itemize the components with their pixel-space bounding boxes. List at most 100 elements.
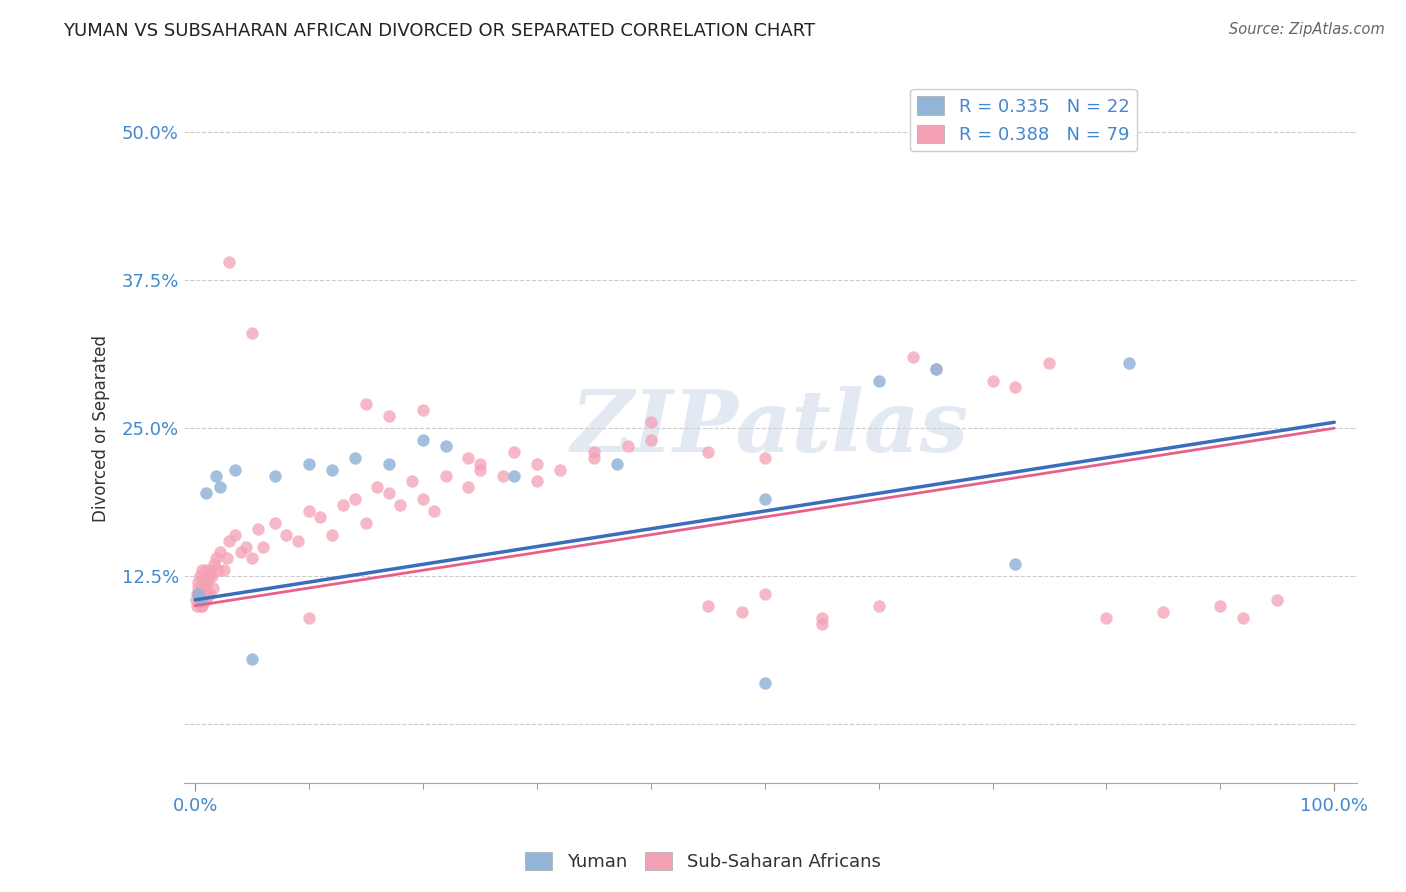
Point	[1209, 599, 1232, 613]
Point	[1265, 592, 1288, 607]
Point	[252, 540, 274, 554]
Point	[868, 599, 890, 613]
Point	[298, 457, 321, 471]
Point	[810, 610, 832, 624]
Point	[204, 551, 226, 566]
Point	[190, 581, 212, 595]
Legend: Yuman, Sub-Saharan Africans: Yuman, Sub-Saharan Africans	[519, 845, 887, 879]
Point	[197, 569, 219, 583]
Point	[389, 498, 412, 512]
Point	[617, 439, 640, 453]
Point	[263, 468, 285, 483]
Point	[321, 462, 343, 476]
Point	[343, 492, 366, 507]
Point	[366, 480, 388, 494]
Point	[287, 533, 309, 548]
Point	[526, 457, 548, 471]
Point	[201, 569, 224, 583]
Point	[195, 575, 218, 590]
Text: Source: ZipAtlas.com: Source: ZipAtlas.com	[1229, 22, 1385, 37]
Point	[246, 522, 269, 536]
Point	[640, 433, 662, 447]
Point	[696, 445, 718, 459]
Point	[202, 581, 225, 595]
Point	[731, 605, 754, 619]
Point	[224, 462, 246, 476]
Point	[754, 587, 776, 601]
Point	[215, 551, 238, 566]
Point	[209, 545, 232, 559]
Point	[354, 397, 377, 411]
Point	[412, 403, 434, 417]
Point	[188, 587, 211, 601]
Point	[224, 527, 246, 541]
Point	[195, 486, 218, 500]
Point	[193, 592, 215, 607]
Point	[492, 468, 515, 483]
Point	[191, 599, 214, 613]
Point	[187, 581, 209, 595]
Point	[218, 255, 240, 269]
Point	[503, 445, 526, 459]
Point	[195, 592, 218, 607]
Point	[401, 475, 423, 489]
Point	[1038, 356, 1060, 370]
Point	[548, 462, 571, 476]
Point	[606, 457, 628, 471]
Point	[191, 575, 214, 590]
Point	[457, 480, 479, 494]
Point	[209, 480, 232, 494]
Point	[457, 450, 479, 465]
Point	[235, 540, 257, 554]
Point	[298, 610, 321, 624]
Point	[582, 450, 605, 465]
Point	[434, 439, 457, 453]
Point	[377, 457, 399, 471]
Point	[377, 409, 399, 424]
Point	[377, 486, 399, 500]
Point	[468, 457, 491, 471]
Point	[810, 616, 832, 631]
Point	[868, 374, 890, 388]
Point	[190, 599, 212, 613]
Point	[343, 450, 366, 465]
Point	[696, 599, 718, 613]
Point	[924, 362, 946, 376]
Point	[190, 592, 212, 607]
Point	[1152, 605, 1174, 619]
Point	[200, 563, 222, 577]
Y-axis label: Divorced or Separated: Divorced or Separated	[93, 334, 110, 522]
Point	[468, 462, 491, 476]
Point	[754, 450, 776, 465]
Point	[1118, 356, 1140, 370]
Point	[193, 587, 215, 601]
Point	[207, 563, 229, 577]
Point	[582, 445, 605, 459]
Text: ZIPatlas: ZIPatlas	[571, 386, 969, 470]
Point	[186, 592, 208, 607]
Point	[229, 545, 252, 559]
Point	[240, 326, 263, 341]
Point	[754, 492, 776, 507]
Point	[503, 468, 526, 483]
Point	[1232, 610, 1254, 624]
Point	[754, 675, 776, 690]
Point	[197, 587, 219, 601]
Point	[212, 563, 235, 577]
Point	[1004, 380, 1026, 394]
Point	[309, 510, 332, 524]
Point	[412, 433, 434, 447]
Point	[191, 563, 214, 577]
Point	[187, 575, 209, 590]
Point	[204, 468, 226, 483]
Point	[321, 527, 343, 541]
Point	[188, 569, 211, 583]
Text: YUMAN VS SUBSAHARAN AFRICAN DIVORCED OR SEPARATED CORRELATION CHART: YUMAN VS SUBSAHARAN AFRICAN DIVORCED OR …	[63, 22, 815, 40]
Point	[204, 558, 226, 572]
Point	[218, 533, 240, 548]
Point	[981, 374, 1004, 388]
Point	[332, 498, 354, 512]
Point	[1004, 558, 1026, 572]
Point	[187, 587, 209, 601]
Point	[188, 592, 211, 607]
